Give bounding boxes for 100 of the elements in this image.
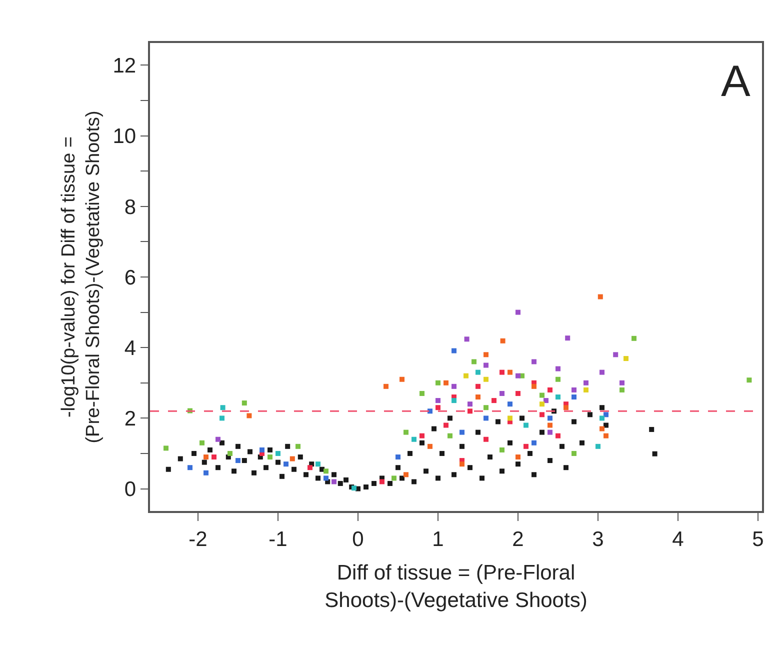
point [204, 470, 208, 476]
y-axis-title: -log10(p-value) for Diff of tissue = (Pre-Floral Shoots)-(Vegetative Shoots) [58, 110, 104, 444]
point [242, 400, 247, 406]
point [484, 362, 488, 368]
point [624, 356, 628, 362]
point [476, 384, 480, 389]
point [216, 436, 220, 442]
point [284, 462, 288, 467]
point [600, 370, 604, 375]
y-tick-label: 6 [124, 266, 136, 290]
point [532, 384, 536, 389]
point [436, 405, 440, 410]
point [164, 446, 168, 451]
x-tick-label: 1 [432, 528, 444, 551]
point [352, 486, 356, 491]
point [380, 479, 384, 484]
point [212, 454, 216, 460]
point [548, 416, 552, 421]
point [500, 370, 504, 375]
point [620, 387, 624, 392]
point [316, 462, 320, 467]
point [228, 450, 232, 456]
point [420, 433, 424, 438]
point [220, 416, 224, 421]
point [540, 412, 544, 418]
point [476, 370, 480, 375]
point [572, 450, 576, 456]
y-tick-label: 4 [124, 336, 136, 360]
point [220, 405, 226, 410]
point [452, 348, 456, 354]
point [524, 422, 528, 428]
point [468, 408, 472, 414]
point [500, 390, 504, 396]
point [468, 402, 472, 407]
point [516, 390, 520, 396]
x-tick-label: 2 [512, 528, 524, 551]
point [508, 370, 512, 375]
point [484, 352, 488, 358]
point [460, 462, 464, 467]
point [484, 376, 488, 382]
point [632, 336, 636, 341]
point [492, 398, 496, 404]
point [420, 390, 424, 396]
y-tick-label: 0 [124, 478, 136, 502]
point [472, 359, 476, 364]
point [548, 430, 552, 435]
point [556, 366, 560, 372]
point [572, 394, 576, 400]
point [584, 380, 588, 386]
point [600, 426, 604, 432]
point [236, 458, 240, 464]
point [598, 294, 603, 300]
point [464, 373, 468, 378]
point [404, 472, 408, 478]
point [604, 433, 608, 438]
point [556, 376, 560, 382]
point [332, 479, 336, 484]
point [452, 384, 456, 389]
point [532, 440, 536, 446]
point [324, 476, 328, 481]
point [524, 444, 528, 449]
point [308, 465, 312, 470]
point [746, 378, 752, 383]
x-tick-label: 4 [672, 528, 684, 551]
point [188, 465, 192, 470]
point [508, 402, 512, 407]
point [428, 444, 432, 449]
point [464, 336, 470, 342]
point [516, 454, 520, 460]
point [516, 310, 520, 315]
point [396, 454, 400, 460]
point [556, 394, 560, 400]
annotation: A [721, 57, 751, 106]
y-tick-label: 2 [124, 408, 136, 431]
x-tick-label: 3 [592, 528, 604, 551]
point [604, 412, 608, 418]
point [500, 447, 504, 452]
point [508, 416, 512, 421]
point [404, 430, 408, 435]
point [484, 416, 488, 421]
point [200, 440, 204, 446]
point [290, 456, 295, 462]
point [436, 380, 440, 386]
point [564, 405, 568, 410]
point [204, 454, 208, 460]
point [444, 422, 448, 428]
x-tick-label: -1 [268, 528, 288, 551]
point [565, 336, 570, 341]
point [436, 398, 440, 404]
point [448, 433, 452, 438]
point [540, 392, 544, 398]
point [544, 398, 548, 404]
point [268, 454, 272, 460]
point [400, 376, 404, 382]
point [246, 413, 252, 418]
point [596, 444, 600, 449]
point [384, 384, 388, 389]
point [516, 373, 520, 378]
point [260, 447, 264, 452]
point [296, 444, 300, 449]
